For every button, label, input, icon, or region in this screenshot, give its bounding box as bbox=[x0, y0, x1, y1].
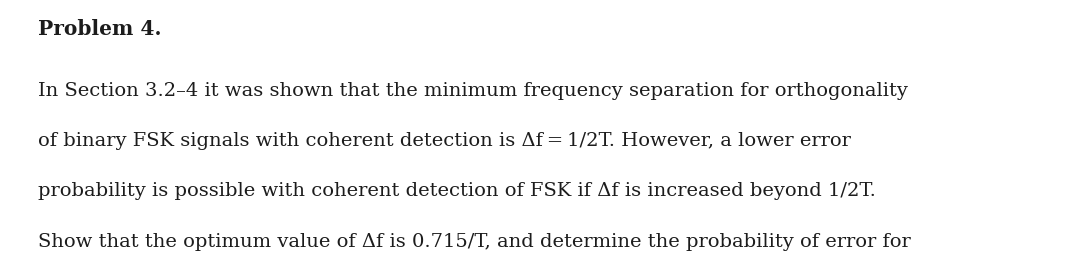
Text: Problem 4.: Problem 4. bbox=[38, 19, 162, 39]
Text: In Section 3.2–4 it was shown that the minimum frequency separation for orthogon: In Section 3.2–4 it was shown that the m… bbox=[38, 82, 907, 100]
Text: of binary FSK signals with coherent detection is Δf = 1/2T. However, a lower err: of binary FSK signals with coherent dete… bbox=[38, 132, 851, 150]
Text: probability is possible with coherent detection of FSK if Δf is increased beyond: probability is possible with coherent de… bbox=[38, 182, 876, 200]
Text: Show that the optimum value of Δf is 0.715/T, and determine the probability of e: Show that the optimum value of Δf is 0.7… bbox=[38, 233, 911, 251]
